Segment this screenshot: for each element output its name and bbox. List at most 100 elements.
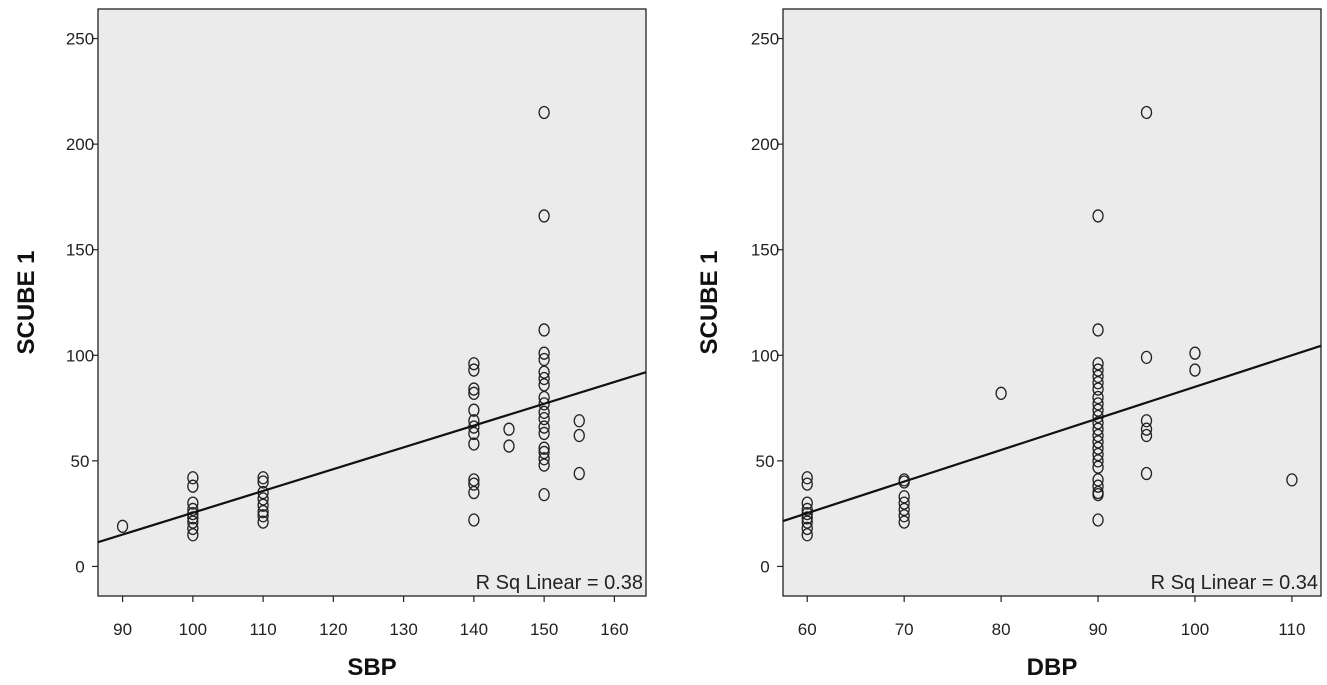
chart-1-data-point <box>538 405 550 419</box>
chart-1-data-point <box>503 439 515 453</box>
chart-1-y-tick-label: 50 <box>71 452 90 471</box>
chart-2-data-point <box>1092 460 1104 474</box>
chart-1-data-point <box>187 479 199 493</box>
chart-1-data-point <box>538 426 550 441</box>
chart-1-data-point <box>257 515 269 529</box>
chart-1-data-point <box>468 382 480 396</box>
chart-2-y-tick-label: 0 <box>760 557 769 576</box>
chart-2-data-point <box>801 515 813 529</box>
chart-1-data-point <box>257 471 269 485</box>
chart-1-x-tick-label: 150 <box>530 620 558 639</box>
chart-2-data-point <box>1092 209 1104 223</box>
chart-2-data-point <box>801 496 813 510</box>
chart-1-fit-line <box>97 371 647 544</box>
chart-1-data-point <box>187 521 199 536</box>
chart-1-x-tick-label: 130 <box>389 620 417 639</box>
chart-1-y-tick-label: 200 <box>66 135 94 154</box>
chart-1-data-point <box>187 471 199 485</box>
chart-1-data-point <box>116 519 129 533</box>
chart-2-data-point <box>1286 473 1298 487</box>
chart-2-fit-line <box>782 344 1322 523</box>
chart-1-data-point <box>573 414 585 428</box>
chart-2-x-tick-label: 60 <box>798 620 817 639</box>
chart-2-data-point <box>898 509 910 523</box>
chart-2-data-point <box>1092 422 1104 436</box>
chart-1-data-point <box>468 473 480 487</box>
chart-2-plot-area <box>782 8 1322 597</box>
chart-2-data-point <box>1092 323 1104 337</box>
chart-2-data-point <box>1140 422 1153 436</box>
chart-1-data-point <box>468 403 480 417</box>
chart-1-data-point <box>538 105 550 120</box>
chart-2-data-point <box>1092 376 1104 390</box>
chart-2-panel: 0 50 100 150 200 250 60 70 80 90 100 110 R Sq Linear… <box>696 8 1322 681</box>
chart-1-data-point <box>538 397 550 411</box>
chart-1-data-point <box>538 487 550 502</box>
chart-1-data-point <box>468 426 480 441</box>
chart-1-data-point <box>468 513 480 527</box>
chart-2-data-point <box>801 528 813 542</box>
chart-2-data-point <box>1092 435 1104 449</box>
chart-1-data-point <box>468 477 480 491</box>
chart-2-data-point <box>1092 363 1104 377</box>
chart-2-data-point <box>898 490 910 504</box>
chart-2-data-point <box>1140 105 1153 120</box>
chart-1-data-point <box>538 441 550 455</box>
chart-2-x-tick-label: 80 <box>992 620 1011 639</box>
chart-1-data-point <box>538 458 550 472</box>
chart-2-data-point <box>801 477 813 491</box>
chart-2-data-point <box>995 386 1007 400</box>
chart-1-data-point <box>538 323 550 337</box>
chart-1-data-point <box>538 346 550 360</box>
chart-2-data-point <box>1092 441 1104 455</box>
chart-1-x-axis-title: SBP <box>347 654 396 680</box>
chart-1-data-point <box>538 420 550 434</box>
chart-1-data-point <box>257 475 269 489</box>
chart-1-data-point <box>257 504 269 519</box>
chart-1-data-point <box>538 378 550 392</box>
chart-1-data-point <box>538 411 550 426</box>
chart-2-y-tick-label: 50 <box>756 452 775 471</box>
chart-2-data-point <box>801 471 813 485</box>
chart-2-data-point <box>1092 428 1104 443</box>
chart-2-data-point <box>1092 447 1104 462</box>
chart-2-data-point <box>1140 428 1153 443</box>
chart-1-data-point <box>187 496 199 510</box>
chart-1-data-point <box>257 498 269 512</box>
chart-2-y-tick-label: 200 <box>751 135 779 154</box>
chart-1-plot-area <box>97 8 647 597</box>
chart-1-data-point <box>187 528 199 542</box>
chart-2-data-point <box>1092 473 1104 487</box>
chart-2-data-point <box>1092 397 1104 411</box>
chart-2-data-point <box>1092 479 1104 493</box>
chart-1-y-tick-label: 150 <box>66 241 94 260</box>
chart-1-data-point <box>573 428 585 443</box>
chart-1-data-point <box>257 492 269 506</box>
chart-2-data-point <box>1092 513 1104 527</box>
chart-2-y-axis-title: SCUBE 1 <box>696 250 723 354</box>
chart-1-x-tick-label: 120 <box>319 620 347 639</box>
chart-2-y-tick-label: 150 <box>751 241 779 260</box>
chart-2-data-point <box>1189 346 1201 360</box>
chart-1-data-point <box>468 357 480 371</box>
chart-2-data-point <box>898 502 910 517</box>
chart-2-x-tick-label: 90 <box>1089 620 1108 639</box>
chart-2-data-point <box>1092 357 1104 371</box>
chart-1-x-tick-label: 90 <box>113 620 132 639</box>
chart-2-x-axis-title: DBP <box>1027 654 1078 680</box>
chart-1-data-point <box>468 437 480 451</box>
chart-2-data-point <box>1140 414 1153 428</box>
chart-1-data-point <box>538 445 550 460</box>
chart-2-data-point <box>1092 487 1104 502</box>
chart-1-data-point <box>538 209 550 223</box>
chart-1-y-axis-title: SCUBE 1 <box>13 250 40 354</box>
chart-1-y-tick-label: 100 <box>66 346 94 365</box>
chart-2-data-point <box>1092 369 1104 384</box>
chart-2-data-point <box>898 515 910 529</box>
chart-2-data-point <box>801 502 813 517</box>
chart-1-data-point <box>538 352 550 367</box>
chart-1-data-point <box>468 485 480 500</box>
chart-1-data-point <box>468 414 480 428</box>
